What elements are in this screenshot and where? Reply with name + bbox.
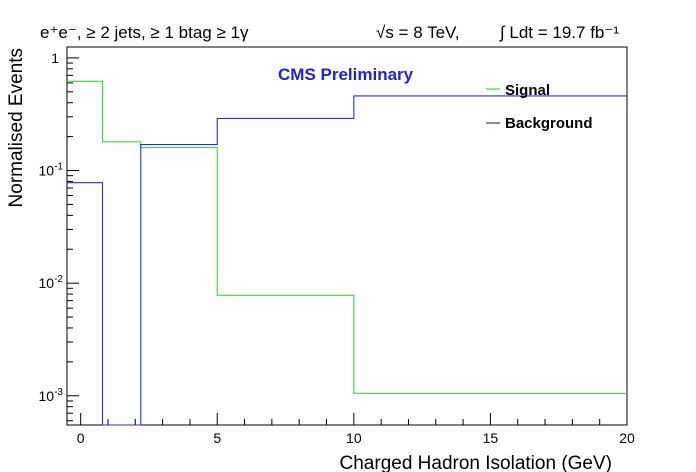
x-tick-label-5: 5 [213,430,221,446]
x-axis-label: Charged Hadron Isolation (GeV) [340,453,612,472]
series-signal [67,80,627,394]
y-tick-label-0.01: 10-2 [39,274,64,291]
luminosity-label: ∫ Ldt = 19.7 fb⁻¹ [499,23,619,42]
series-group [67,80,627,426]
x-tick-label-0: 0 [77,430,85,446]
series-background [67,95,627,426]
plot-border [66,46,628,426]
legend-label-signal: Signal [505,82,550,99]
axis-ticks: 0 5 10 15 20 1 10-1 10-2 10-3 [39,50,635,446]
series-line-background [67,95,627,426]
plot-frame [66,46,628,426]
y-tick-label-1: 1 [51,50,59,66]
x-tick-label-15: 15 [483,430,499,446]
y-tick-label-0.001: 10-3 [39,387,64,404]
x-tick-label-20: 20 [619,430,635,446]
legend-label-background: Background [505,115,593,132]
energy-label: √s = 8 TeV, [376,23,460,42]
x-tick-label-10: 10 [346,430,362,446]
series-line-signal [67,80,627,394]
channel-label: e⁺e⁻, ≥ 2 jets, ≥ 1 btag ≥ 1γ [40,23,249,42]
cms-preliminary-label: CMS Preliminary [278,65,414,84]
y-axis-label: Normalised Events [6,48,27,207]
y-tick-label-0.1: 10-1 [39,162,64,179]
legend: Signal Background [486,82,593,132]
